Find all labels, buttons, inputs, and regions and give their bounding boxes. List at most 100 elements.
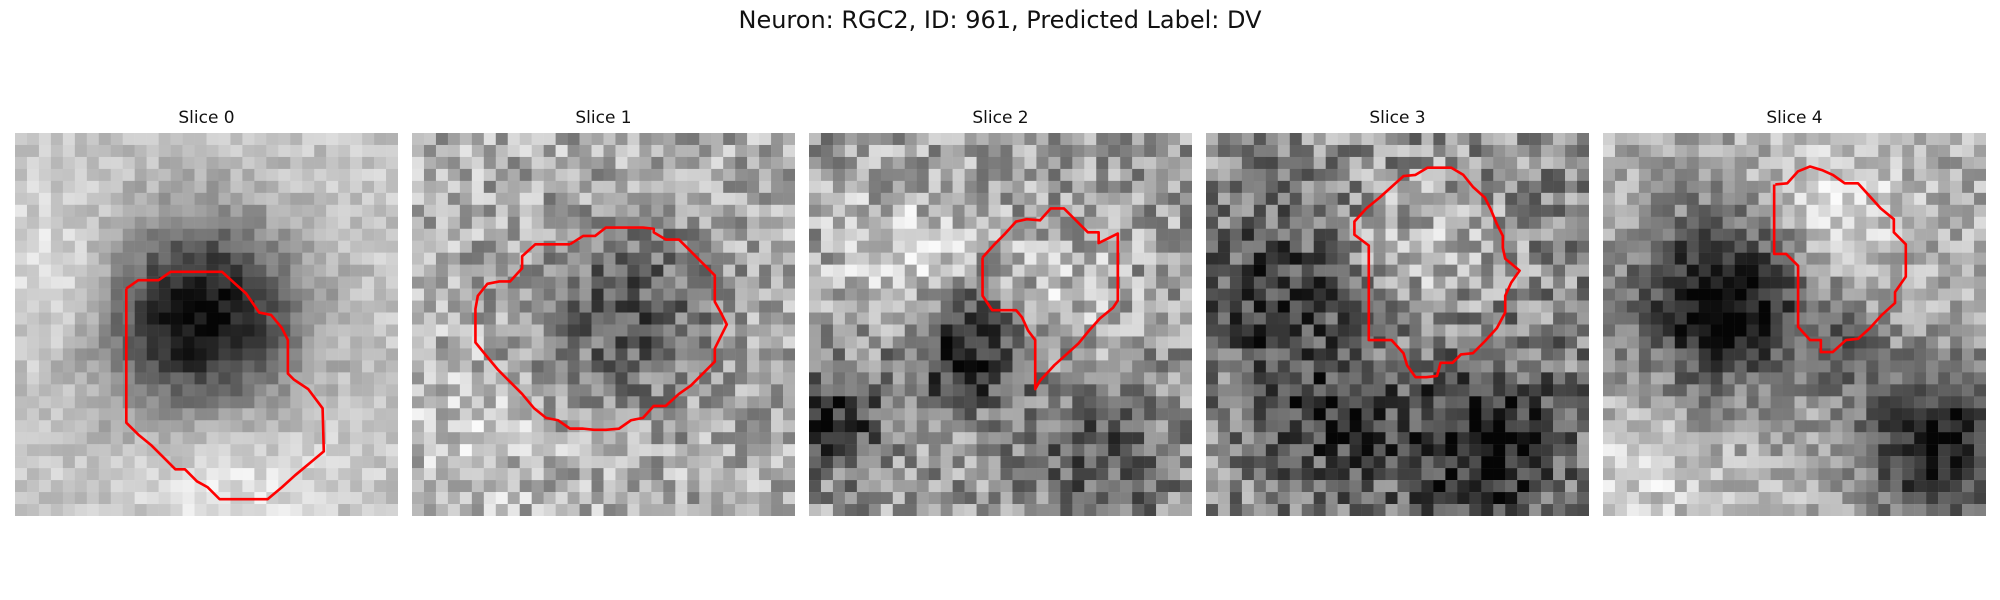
pixel	[1830, 180, 1843, 194]
pixel	[711, 408, 724, 421]
pixel	[1529, 216, 1542, 229]
pixel	[194, 204, 207, 218]
pixel	[603, 156, 616, 170]
pixel	[1445, 444, 1458, 457]
pixel	[459, 384, 473, 397]
pixel	[1024, 288, 1037, 301]
pixel	[1878, 156, 1891, 170]
pixel	[615, 504, 628, 516]
pixel	[435, 408, 449, 421]
pixel	[1553, 216, 1566, 229]
pixel	[218, 192, 231, 206]
pixel	[868, 264, 882, 277]
pixel	[374, 180, 387, 194]
pixel	[50, 300, 64, 313]
pixel	[86, 228, 100, 241]
pixel	[1638, 384, 1652, 397]
pixel	[1890, 324, 1903, 337]
pixel	[1926, 408, 1939, 421]
pixel	[651, 264, 664, 277]
pixel	[964, 396, 977, 409]
pixel	[483, 312, 497, 325]
pixel	[1241, 300, 1255, 313]
pixel	[892, 468, 905, 481]
pixel	[1854, 288, 1867, 301]
pixel	[1902, 133, 1915, 146]
pixel	[820, 264, 834, 277]
pixel	[844, 432, 858, 445]
pixel	[627, 456, 640, 469]
pixel	[1650, 133, 1664, 146]
pixel	[711, 276, 724, 289]
pixel	[447, 384, 461, 397]
pixel	[1313, 240, 1326, 253]
pixel	[627, 168, 640, 182]
pixel	[290, 312, 303, 325]
pixel	[699, 144, 712, 158]
pixel	[1168, 156, 1181, 170]
pixel	[771, 240, 784, 253]
pixel	[146, 480, 159, 493]
pixel	[1277, 384, 1291, 397]
pixel	[1662, 288, 1676, 301]
pixel	[1854, 408, 1867, 421]
pixel	[1493, 144, 1506, 158]
pixel	[952, 480, 965, 493]
pixel	[663, 168, 676, 182]
pixel	[856, 133, 870, 146]
pixel	[302, 276, 315, 289]
pixel	[603, 336, 616, 349]
pixel	[1156, 480, 1169, 493]
pixel	[1553, 264, 1566, 277]
pixel	[1445, 480, 1458, 493]
pixel	[218, 456, 231, 469]
pixel	[820, 240, 834, 253]
pixel	[1481, 480, 1494, 493]
pixel	[723, 384, 736, 397]
pixel	[627, 360, 640, 373]
pixel	[1842, 156, 1855, 170]
pixel	[1710, 144, 1723, 158]
pixel	[314, 336, 327, 349]
pixel	[1938, 252, 1951, 265]
pixel	[1505, 312, 1518, 325]
pixel	[26, 216, 40, 229]
pixel	[856, 336, 870, 349]
pixel	[591, 444, 604, 457]
pixel	[74, 360, 88, 373]
pixel	[1926, 144, 1939, 158]
pixel	[507, 312, 520, 325]
pixel	[567, 348, 580, 361]
pixel	[266, 396, 279, 409]
pixel	[423, 252, 437, 265]
pixel	[1265, 216, 1279, 229]
pixel	[699, 276, 712, 289]
pixel	[1517, 133, 1530, 146]
pixel	[1108, 408, 1121, 421]
pixel	[1048, 336, 1061, 349]
pixel	[1926, 240, 1939, 253]
pixel	[386, 336, 398, 349]
pixel	[531, 276, 544, 289]
pixel	[1337, 252, 1350, 265]
pixel	[868, 168, 882, 182]
pixel	[1734, 288, 1747, 301]
pixel	[1180, 144, 1192, 158]
pixel	[1626, 444, 1640, 457]
pixel	[940, 348, 953, 361]
pixel	[964, 156, 977, 170]
pixel	[952, 408, 965, 421]
pixel	[26, 396, 40, 409]
pixel	[1469, 216, 1482, 229]
pixel	[603, 492, 616, 505]
pixel	[98, 480, 111, 493]
pixel	[110, 204, 123, 218]
pixel	[1277, 228, 1291, 241]
pixel	[1301, 192, 1314, 206]
pixel	[74, 216, 88, 229]
pixel	[591, 384, 604, 397]
pixel	[1710, 156, 1723, 170]
pixel	[412, 468, 425, 481]
pixel	[483, 300, 497, 313]
pixel	[447, 372, 461, 385]
